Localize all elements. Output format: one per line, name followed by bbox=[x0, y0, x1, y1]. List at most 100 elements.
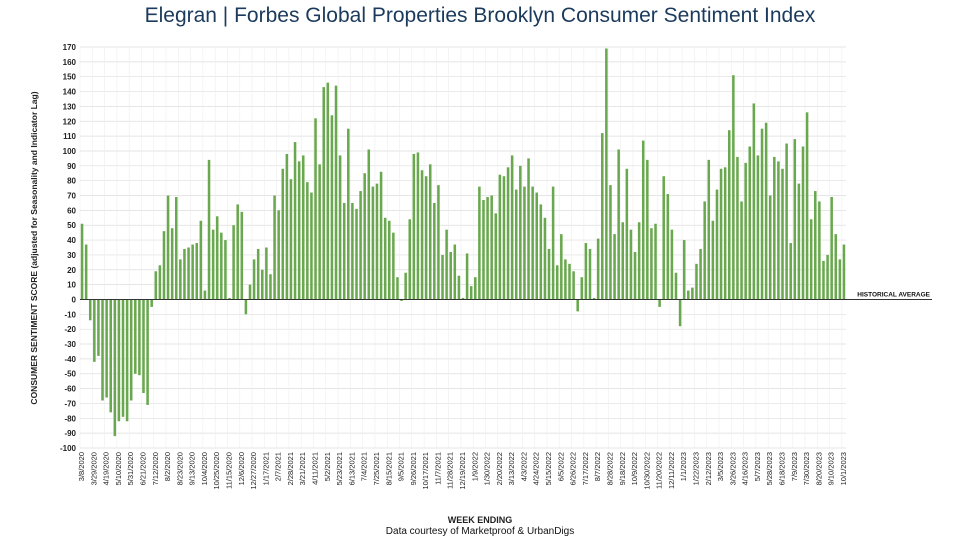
bar bbox=[93, 299, 96, 362]
bar bbox=[666, 194, 670, 300]
bar bbox=[150, 299, 153, 307]
bar bbox=[129, 299, 133, 401]
y-tick-label: 80 bbox=[67, 177, 76, 186]
bar bbox=[465, 253, 469, 300]
bar bbox=[248, 284, 252, 300]
bar bbox=[641, 140, 645, 300]
bar bbox=[437, 185, 440, 300]
bar bbox=[809, 219, 813, 300]
y-tick-label: -30 bbox=[64, 340, 76, 349]
y-tick-label: -90 bbox=[64, 429, 76, 438]
bar bbox=[261, 269, 264, 300]
reference-line-label: HISTORICAL AVERAGE bbox=[857, 291, 930, 298]
bar bbox=[502, 176, 506, 300]
bar bbox=[727, 130, 731, 300]
bar bbox=[351, 202, 354, 300]
bar bbox=[187, 247, 190, 300]
bar bbox=[617, 149, 620, 300]
bar bbox=[699, 248, 702, 300]
x-tick-label: 3/29/2020 bbox=[89, 452, 98, 485]
bar bbox=[826, 254, 829, 300]
bar bbox=[400, 299, 403, 301]
x-tick-label: 3/13/2022 bbox=[507, 452, 516, 485]
bar bbox=[392, 232, 395, 300]
x-tick-label: 5/31/2020 bbox=[126, 452, 135, 485]
bar bbox=[330, 115, 334, 300]
bar bbox=[338, 155, 342, 300]
x-tick-label: 9/26/2021 bbox=[409, 452, 418, 485]
data-credit: Data courtesy of Marketproof & UrbanDigs bbox=[385, 526, 575, 537]
bar bbox=[711, 220, 715, 300]
bar bbox=[531, 186, 534, 300]
bar bbox=[646, 159, 649, 300]
y-axis-ticks: 1701601501401301201101009080706050403020… bbox=[60, 43, 77, 453]
bar bbox=[523, 186, 526, 300]
x-tick-label: 7/4/2021 bbox=[360, 452, 369, 481]
bar bbox=[269, 274, 272, 300]
bar bbox=[170, 228, 174, 300]
bar bbox=[134, 299, 137, 374]
bar bbox=[424, 176, 428, 300]
x-tick-label: 8/7/2022 bbox=[593, 452, 602, 481]
bar bbox=[687, 290, 690, 300]
x-tick-label: 3/8/2020 bbox=[77, 452, 86, 481]
bar bbox=[387, 220, 391, 300]
y-tick-label: 90 bbox=[67, 162, 76, 171]
bar bbox=[478, 186, 481, 300]
bar bbox=[84, 244, 88, 300]
y-tick-label: 170 bbox=[63, 43, 77, 52]
bar bbox=[252, 259, 256, 300]
bar bbox=[572, 271, 575, 300]
bar bbox=[543, 217, 547, 300]
bar bbox=[793, 139, 797, 300]
x-tick-label: 7/30/2023 bbox=[802, 452, 811, 485]
bar bbox=[592, 297, 596, 300]
bar bbox=[125, 299, 129, 422]
bar bbox=[314, 118, 317, 300]
x-tick-label: 11/20/2022 bbox=[655, 452, 664, 489]
bar bbox=[535, 192, 539, 300]
bar bbox=[547, 248, 551, 300]
x-tick-label: 10/1/2023 bbox=[839, 452, 848, 485]
x-tick-label: 10/25/2020 bbox=[212, 452, 221, 490]
y-axis-label: CONSUMER SENTIMENT SCORE (adjusted for S… bbox=[29, 91, 39, 404]
x-tick-label: 9/10/2023 bbox=[827, 452, 836, 485]
y-tick-label: 0 bbox=[72, 295, 77, 304]
y-tick-label: 70 bbox=[67, 192, 76, 201]
bar bbox=[588, 248, 592, 300]
x-tick-label: 3/26/2023 bbox=[728, 452, 737, 485]
y-tick-label: -40 bbox=[64, 355, 76, 364]
bar bbox=[207, 159, 211, 300]
chart-title-subtitle: Brooklyn Consumer Sentiment Index bbox=[473, 4, 816, 27]
bar bbox=[121, 299, 125, 417]
bar bbox=[670, 229, 674, 300]
x-tick-label: 6/21/2020 bbox=[138, 452, 147, 485]
bar bbox=[482, 199, 485, 300]
bar bbox=[375, 183, 379, 300]
x-tick-label: 8/23/2020 bbox=[175, 452, 184, 485]
bar bbox=[461, 297, 465, 300]
bar bbox=[146, 299, 149, 405]
bar bbox=[797, 183, 801, 300]
x-tick-label: 2/7/2021 bbox=[274, 452, 283, 481]
y-tick-label: 130 bbox=[63, 102, 77, 111]
x-tick-label: 5/7/2023 bbox=[753, 452, 762, 481]
bar bbox=[662, 176, 665, 300]
bar bbox=[842, 244, 846, 300]
y-tick-label: 150 bbox=[63, 73, 77, 82]
y-tick-label: 140 bbox=[63, 88, 77, 97]
x-tick-label: 7/12/2020 bbox=[151, 452, 160, 485]
x-tick-label: 12/19/2021 bbox=[458, 452, 467, 490]
y-tick-label: -70 bbox=[64, 399, 76, 408]
bar bbox=[179, 259, 182, 300]
x-tick-label: 10/30/2022 bbox=[642, 452, 651, 490]
bar bbox=[789, 243, 792, 300]
bar bbox=[433, 202, 436, 300]
bar bbox=[220, 232, 223, 300]
bar bbox=[289, 179, 293, 300]
x-tick-label: 10/9/2022 bbox=[630, 452, 639, 485]
y-tick-label: -50 bbox=[64, 370, 76, 379]
bar bbox=[158, 265, 162, 300]
bar bbox=[215, 216, 219, 300]
x-tick-label: 4/3/2022 bbox=[519, 452, 528, 481]
